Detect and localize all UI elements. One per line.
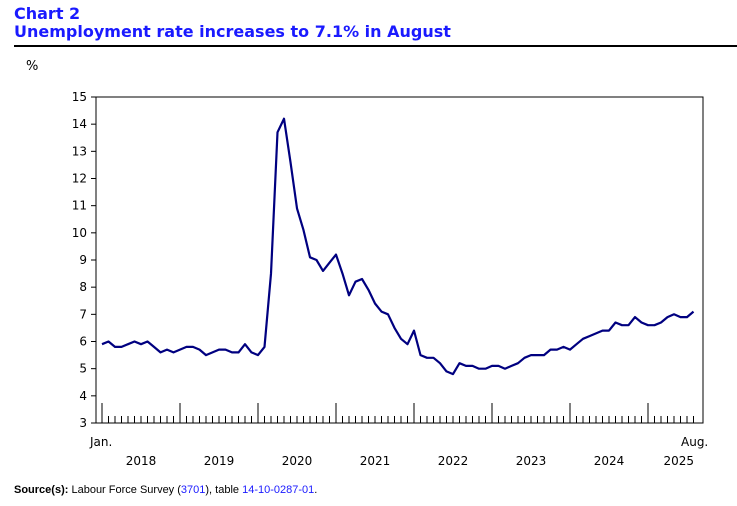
y-tick-label: 6 [79,335,87,349]
y-tick-label: 14 [72,117,87,131]
chart-title-block: Chart 2 Unemployment rate increases to 7… [14,5,451,41]
chart-title: Unemployment rate increases to 7.1% in A… [14,22,451,41]
y-tick-label: 12 [72,172,87,186]
x-year-label-2022: 2022 [438,454,469,468]
y-tick-label: 7 [79,307,87,321]
y-tick-label: 4 [79,389,87,403]
y-tick-label: 3 [79,416,87,430]
x-year-label-2023: 2023 [516,454,547,468]
y-tick-label: 13 [72,144,87,158]
x-end-month-label: Aug. [681,435,708,449]
table-id-link[interactable]: 14-10-0287-01 [242,484,315,496]
y-tick-label: 8 [79,280,87,294]
source-label: Source(s): [14,484,69,496]
x-year-label-2020: 2020 [282,454,313,468]
source-note: Source(s): Labour Force Survey (3701), t… [14,484,317,496]
x-year-label-2021: 2021 [360,454,391,468]
source-text-part2: ), table [205,484,243,496]
y-axis-unit-label: % [26,59,39,74]
x-year-label-2019: 2019 [204,454,235,468]
x-year-label-2024: 2024 [594,454,625,468]
x-year-label-2018: 2018 [126,454,157,468]
source-text-part3: . [314,484,318,496]
source-text-part1: Labour Force Survey ( [71,484,181,496]
y-tick-label: 5 [79,362,87,376]
x-year-label-2025: 2025 [663,454,694,468]
survey-number-link[interactable]: 3701 [180,484,206,496]
chart-number: Chart 2 [14,4,81,23]
x-start-month-label: Jan. [89,435,112,449]
y-tick-label: 9 [79,253,87,267]
title-divider [14,45,737,47]
y-tick-label: 10 [72,226,87,240]
y-tick-label: 11 [72,199,87,213]
series-line-unemployment-rate [101,117,695,376]
y-tick-label: 15 [72,90,87,104]
plot-area-frame [95,96,704,424]
